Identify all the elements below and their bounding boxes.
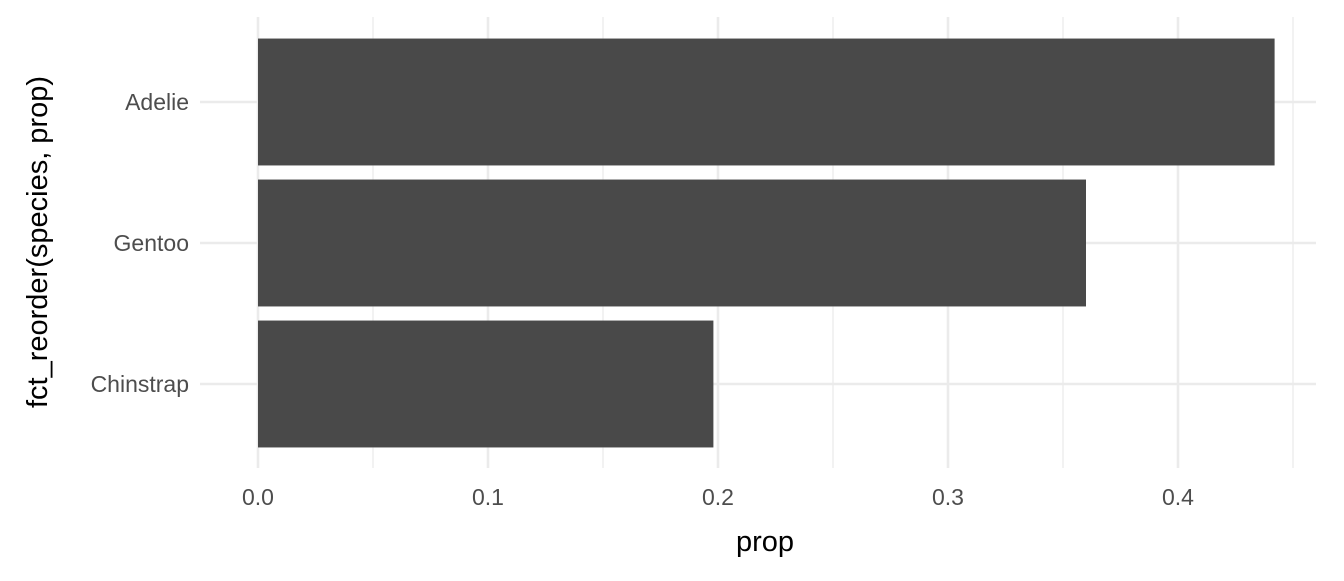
x-tick-label: 0.3 [932, 484, 964, 510]
y-tick-label: Gentoo [114, 230, 189, 256]
bar-chinstrap [258, 320, 714, 448]
x-tick-labels: 0.0 0.1 0.2 0.3 0.4 [242, 484, 1194, 510]
x-axis-label: prop [736, 526, 794, 558]
y-axis-label: fct_reorder(species, prop) [22, 76, 54, 408]
bar-adelie [258, 38, 1275, 166]
y-tick-label: Chinstrap [91, 371, 189, 397]
bars [258, 38, 1275, 448]
x-tick-label: 0.0 [242, 484, 274, 510]
bar-gentoo [258, 179, 1086, 307]
y-tick-label: Adelie [125, 89, 189, 115]
x-tick-label: 0.2 [702, 484, 734, 510]
y-tick-labels: Adelie Gentoo Chinstrap [91, 89, 189, 397]
x-tick-label: 0.4 [1162, 484, 1194, 510]
x-tick-label: 0.1 [472, 484, 504, 510]
